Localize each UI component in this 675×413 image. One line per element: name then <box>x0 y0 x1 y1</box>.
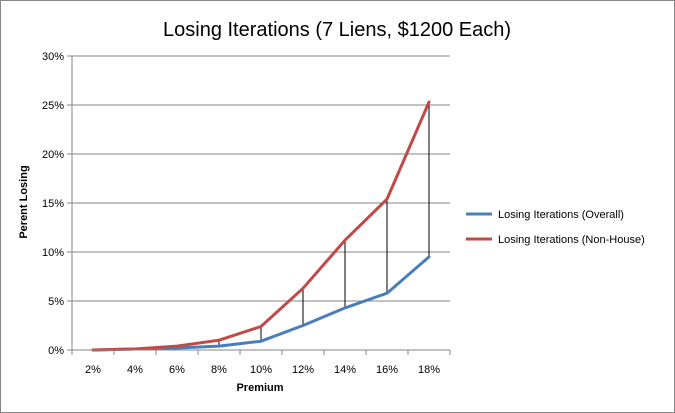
x-tick-label: 12% <box>292 364 314 376</box>
x-tick-label: 16% <box>376 364 398 376</box>
y-tick-label: 5% <box>48 296 64 308</box>
gridlines <box>72 55 450 302</box>
y-tick-label: 20% <box>42 149 64 161</box>
x-tick-label: 14% <box>334 364 356 376</box>
high-low-lines <box>176 102 430 349</box>
legend-label: Losing Iterations (Non-House) <box>498 234 645 246</box>
y-axis-ticks: 0% 5% 10% 15% 20% 25% 30% <box>42 51 72 357</box>
y-tick-label: 15% <box>42 198 64 210</box>
axes <box>71 56 450 351</box>
x-tick-label: 18% <box>418 364 440 376</box>
y-tick-label: 10% <box>42 247 64 259</box>
legend-label: Losing Iterations (Overall) <box>498 209 624 221</box>
chart-title: Losing Iterations (7 Liens, $1200 Each) <box>163 19 511 41</box>
x-axis-ticks: 2% 4% 6% 8% 10% 12% 14% 16% 18% <box>71 350 451 376</box>
x-axis-title: Premium <box>236 382 283 394</box>
x-tick-label: 2% <box>85 364 101 376</box>
y-tick-label: 25% <box>42 100 64 112</box>
x-tick-label: 8% <box>211 364 227 376</box>
x-tick-label: 10% <box>250 364 272 376</box>
series-line-2 <box>91 100 431 352</box>
x-tick-label: 6% <box>169 364 185 376</box>
legend: Losing Iterations (Overall) Losing Iterat… <box>466 209 645 246</box>
x-tick-label: 4% <box>127 364 143 376</box>
y-tick-label: 0% <box>48 345 64 357</box>
series-lines <box>91 100 431 352</box>
y-axis-title: Perent Losing <box>18 165 30 238</box>
y-tick-label: 30% <box>42 51 64 63</box>
